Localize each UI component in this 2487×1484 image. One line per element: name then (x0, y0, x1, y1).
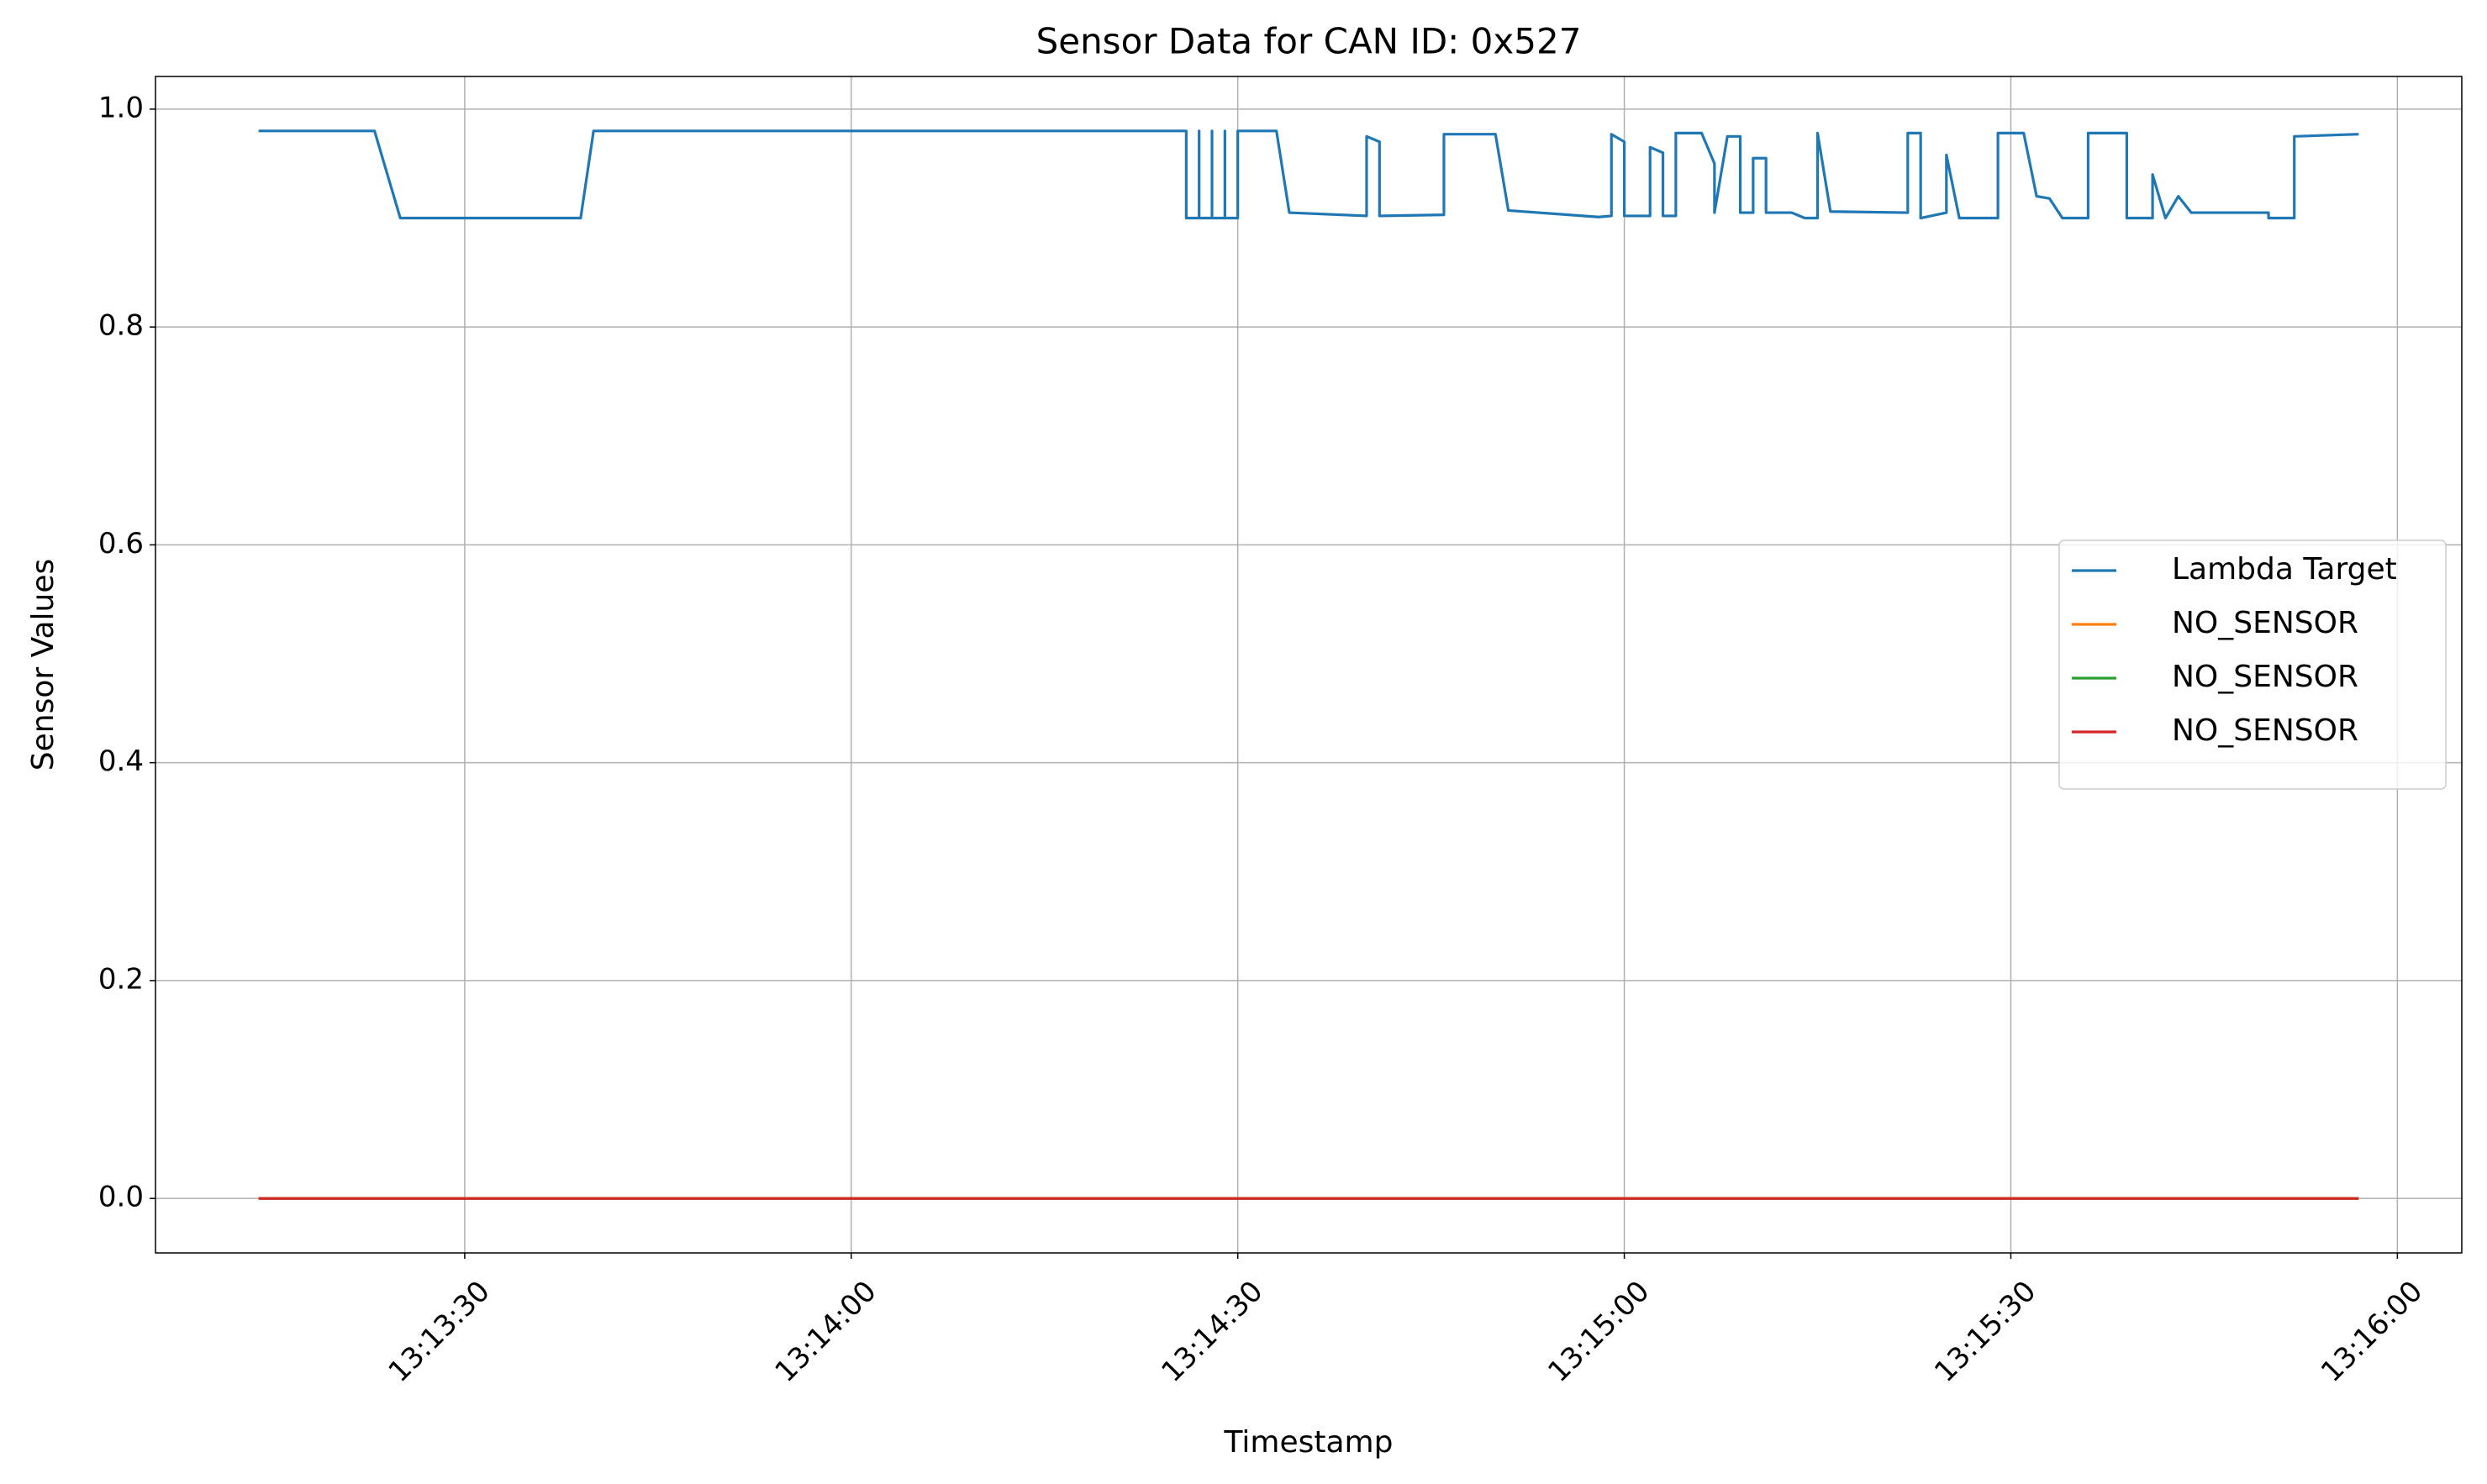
y-tick-label: 0.0 (98, 1181, 144, 1214)
y-tick-label: 0.2 (98, 962, 144, 996)
legend: Lambda Target NO_SENSOR NO_SENSOR NO_SENSOR (2058, 539, 2447, 790)
data-line (258, 129, 2359, 220)
legend-label: NO_SENSOR (2172, 660, 2358, 694)
legend-label: NO_SENSOR (2172, 713, 2358, 748)
x-axis-label: Timestamp (1224, 1425, 1394, 1460)
plot-frame (155, 76, 2463, 1254)
legend-label: NO_SENSOR (2172, 606, 2358, 640)
legend-box (2058, 539, 2447, 790)
y-tick-label: 1.0 (98, 91, 144, 124)
chart-title: Sensor Data for CAN ID: 0x527 (1036, 21, 1582, 62)
y-tick-label: 0.8 (98, 309, 144, 343)
y-tick-label: 0.6 (98, 527, 144, 560)
y-axis-label: Sensor Values (26, 559, 61, 771)
y-tick-label: 0.4 (98, 745, 144, 778)
legend-label: Lambda Target (2172, 552, 2397, 587)
